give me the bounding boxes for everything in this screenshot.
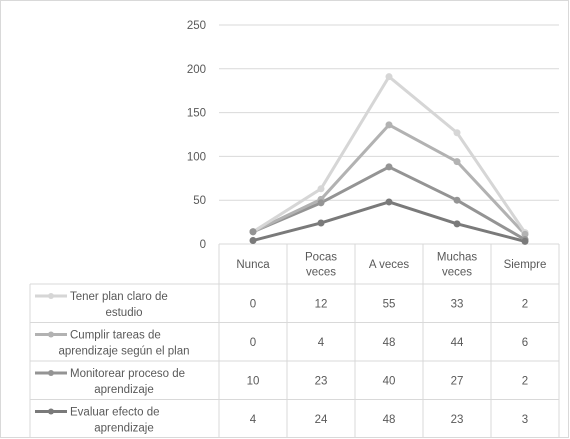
data-point [385,163,393,171]
x-category-label: Pocas [305,252,337,264]
y-tick-label: 100 [187,151,206,163]
data-point [249,236,257,244]
legend-key-marker [48,408,54,415]
data-point [385,121,393,129]
y-tick-label: 200 [187,64,206,76]
data-cell-value: 55 [383,298,396,310]
y-axis-ticks: 0 50 100 150 200 250 [187,20,206,251]
data-point [317,199,325,207]
series-name: estudio [105,307,142,319]
series-name: aprendizaje [94,423,153,435]
x-category-label: Siempre [504,259,547,271]
data-point [453,158,461,166]
series-name: aprendizaje según el plan [58,346,189,358]
series-name: aprendizaje [94,384,153,396]
series-lines [249,73,529,245]
y-tick-label: 0 [200,239,206,251]
legend-key-marker [48,293,54,299]
x-category-label: Muchas [437,252,478,264]
legend-key-marker [48,370,54,376]
x-category-label: Nunca [236,259,270,271]
data-point [453,220,461,228]
data-cell-value: 2 [522,375,528,387]
data-cell-value: 40 [383,375,396,387]
series-line [252,200,526,243]
data-table: Nunca Pocas veces A veces Muchas veces Siempre… [29,243,560,438]
data-cell-value: 4 [250,414,257,426]
data-cell-value: 10 [247,375,260,387]
y-tick-label: 150 [187,108,206,120]
data-cell-value: 0 [250,298,256,310]
series-name: Evaluar efecto de [70,407,160,419]
data-cell-value: 48 [383,414,396,426]
x-category-label: A veces [369,259,410,271]
y-tick-label: 50 [193,195,206,207]
data-point [249,228,257,236]
data-cell-value: 12 [315,298,328,310]
data-point [521,237,529,245]
data-point [453,196,461,204]
data-cell-value: 0 [250,337,256,349]
x-category-label: veces [306,267,336,279]
data-cell-value: 27 [451,375,464,387]
data-cell-value: 48 [383,337,396,349]
series-line [252,123,527,236]
y-tick-label: 250 [187,20,206,32]
data-point [385,198,393,206]
x-category-label: veces [442,267,472,279]
legend-key-marker [48,331,54,338]
data-cell-value: 6 [522,337,528,349]
data-point [385,73,393,81]
data-point [317,219,325,227]
data-point [453,129,461,137]
data-cell-value: 4 [318,337,325,349]
data-cell-value: 24 [315,414,328,426]
data-cell-value: 23 [315,375,328,387]
series-name: Monitorear proceso de [70,368,185,380]
data-point [317,185,325,193]
data-cell-value: 33 [451,298,464,310]
data-point [521,230,529,238]
data-cell-value: 44 [451,337,464,349]
series-name: Tener plan claro de [70,291,168,303]
data-cell-value: 2 [522,298,528,310]
data-cell-value: 3 [522,414,528,426]
gridlines [219,24,559,201]
series-name: Cumplir tareas de [70,330,161,342]
data-cell-value: 23 [451,414,464,426]
series-line [252,75,527,234]
